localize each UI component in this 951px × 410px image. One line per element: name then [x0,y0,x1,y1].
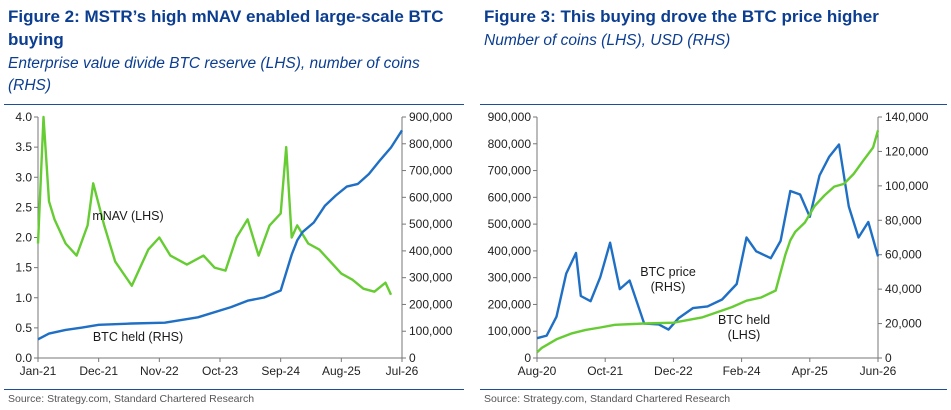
figure-2-subtitle: Enterprise value divide BTC reserve (LHS… [8,55,420,94]
figure-2-source: Source: Strategy.com, Standard Chartered… [8,393,255,405]
figure-3-title: Figure 3: This buying drove the BTC pric… [484,7,879,26]
x-axis-tick-label: Aug-25 [322,364,361,378]
series-line-btc-held-rhs [37,129,404,341]
right-axis-tick-label: 700,000 [409,164,453,178]
figure-3-bottom-rule [480,389,947,390]
x-axis-tick-label: Jul-26 [386,364,419,378]
x-axis-tick-label: Nov-22 [140,364,179,378]
left-axis-tick-label: 0.5 [15,321,32,335]
x-axis-tick-label: Oct-21 [587,364,623,378]
figure-2-top-rule [4,104,464,105]
right-axis-tick-label: 60,000 [885,248,922,262]
right-axis-tick-label: 100,000 [885,179,929,193]
left-axis-tick-label: 0.0 [15,351,32,365]
series-line-btc-held-lhs [536,130,880,354]
series-annotation-label: (LHS) [728,328,761,342]
x-axis-tick-label: Feb-24 [723,364,761,378]
right-axis-tick-label: 0 [409,351,416,365]
figure-3-chart: 0 100,000 200,000 300,000 400,000 500,000 600,… [488,110,929,378]
series-annotation-label: BTC held [718,313,770,327]
series-annotation-label: (RHS) [651,280,686,294]
right-axis-tick-label: 500,000 [409,217,453,231]
left-axis-tick-label: 2.5 [15,200,32,214]
series-annotation-label: mNAV (LHS) [92,209,163,223]
right-axis-tick-label: 20,000 [885,317,922,331]
left-axis-tick-label: 3.5 [15,140,32,154]
right-axis-tick-label: 80,000 [885,213,922,227]
left-axis-tick-label: 3.0 [15,170,32,184]
figure-2-bottom-rule [4,389,464,390]
x-axis-tick-label: Jun-26 [860,364,897,378]
x-axis-tick-label: Aug-20 [518,364,557,378]
left-axis-tick-label: 4.0 [15,110,32,124]
x-axis-tick-label: Sep-24 [261,364,300,378]
x-axis-tick-label: Dec-21 [79,364,118,378]
right-axis-tick-label: 600,000 [409,190,453,204]
right-axis-tick-label: 900,000 [409,110,453,124]
left-axis-tick-label: 600,000 [488,190,532,204]
left-axis-tick-label: 400,000 [488,244,532,258]
series-line-mnav-lhs [36,115,393,296]
left-axis-tick-label: 200,000 [488,297,532,311]
left-axis-tick-label: 1.0 [15,291,32,305]
left-axis-tick-label: 100,000 [488,324,532,338]
right-axis-tick-label: 40,000 [885,282,922,296]
x-axis-tick-label: Jan-21 [20,364,57,378]
series-line-btc-price-rhs [536,143,880,340]
right-axis-tick-label: 140,000 [885,110,929,124]
left-axis-tick-label: 500,000 [488,217,532,231]
x-axis-tick-label: Apr-25 [792,364,828,378]
right-axis-tick-label: 100,000 [409,324,453,338]
series-annotation-label: BTC price [640,265,696,279]
figure-3-source: Source: Strategy.com, Standard Chartered… [484,393,731,405]
left-axis-tick-label: 0 [524,351,531,365]
series-annotation-label: BTC held (RHS) [93,330,183,344]
left-axis-tick-label: 300,000 [488,271,532,285]
right-axis-tick-label: 800,000 [409,137,453,151]
figure-3-panel: Figure 3: This buying drove the BTC pric… [476,0,951,410]
right-axis-tick-label: 0 [885,351,892,365]
x-axis-tick-label: Dec-22 [654,364,693,378]
right-axis-tick-label: 120,000 [885,144,929,158]
figure-2-panel: Figure 2: MSTR’s high mNAV enabled large… [0,0,466,410]
figure-2-chart: 0.0 0.5 1.0 1.5 2.0 2.5 3.0 3.5 4.0 0 100,000 200,0… [15,110,453,378]
right-axis-tick-label: 200,000 [409,297,453,311]
right-axis-tick-label: 300,000 [409,271,453,285]
figure-2-title: Figure 2: MSTR’s high mNAV enabled large… [8,7,444,49]
figure-3-subtitle: Number of coins (LHS), USD (RHS) [484,32,731,49]
left-axis-tick-label: 700,000 [488,164,532,178]
left-axis-tick-label: 2.0 [15,231,32,245]
x-axis-tick-label: Oct-23 [202,364,238,378]
left-axis-tick-label: 900,000 [488,110,532,124]
right-axis-tick-label: 400,000 [409,244,453,258]
left-axis-tick-label: 1.5 [15,261,32,275]
figure-3-top-rule [480,104,947,105]
left-axis-tick-label: 800,000 [488,137,532,151]
